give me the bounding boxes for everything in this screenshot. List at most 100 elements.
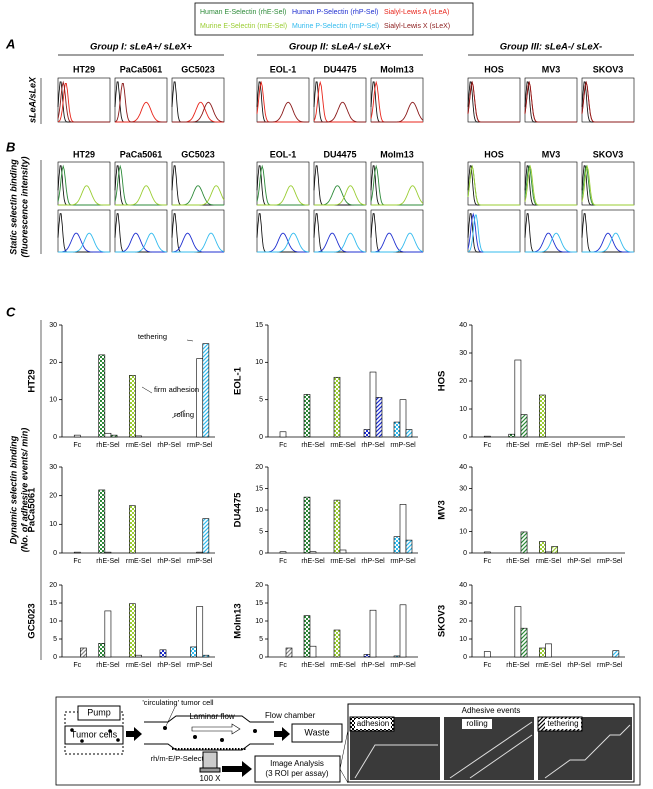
y-tick-label: 20 xyxy=(459,618,467,625)
bar xyxy=(520,414,528,438)
bar xyxy=(514,606,522,658)
bar xyxy=(73,551,81,554)
panel-letter: A xyxy=(5,36,15,51)
x-tick-label: Fc xyxy=(73,558,81,565)
bar xyxy=(279,551,287,554)
legend-entry: Sialyl-Lewis A (sLeA) xyxy=(384,9,449,16)
microscope xyxy=(202,751,218,769)
bar xyxy=(405,539,413,554)
x-tick-label: rhP-Sel xyxy=(361,442,385,449)
cell-line-title: SKOV3 xyxy=(593,64,624,74)
row-label: Static selectin binding xyxy=(8,159,18,255)
x-tick-label: rmP-Sel xyxy=(597,442,623,449)
histogram-panel xyxy=(57,209,111,253)
cell-line-title: HOS xyxy=(484,149,504,159)
histogram-panel xyxy=(171,77,225,123)
histogram-curve xyxy=(581,80,634,123)
annotation-leader xyxy=(186,339,194,342)
x-tick-label: Fc xyxy=(483,662,491,669)
x-tick-label: rhP-Sel xyxy=(567,558,591,565)
histogram-panel xyxy=(114,77,168,123)
cell xyxy=(220,738,224,742)
histogram-curve xyxy=(524,164,577,206)
y-tick-label: 0 xyxy=(259,550,263,557)
x-tick-label: rhE-Sel xyxy=(96,558,120,565)
bar xyxy=(104,610,112,658)
histogram-panel xyxy=(370,77,424,123)
laminar-flow-label: Laminar flow xyxy=(189,712,235,721)
bar xyxy=(104,432,112,438)
histogram-curve xyxy=(58,232,110,253)
y-tick-label: 5 xyxy=(259,528,263,535)
histogram-curve xyxy=(115,232,167,253)
arrow xyxy=(126,727,142,741)
bar xyxy=(129,505,136,554)
bar xyxy=(135,654,142,658)
bar xyxy=(202,343,210,438)
x-tick-label: rhE-Sel xyxy=(301,662,325,669)
track xyxy=(449,721,533,779)
pump-box xyxy=(77,705,121,721)
cell-line-title: SKOV3 xyxy=(593,149,624,159)
annotation: tethering xyxy=(138,332,167,341)
bar xyxy=(339,549,347,554)
y-tick-label: 20 xyxy=(255,464,263,471)
bar xyxy=(196,551,204,554)
histogram-panel xyxy=(313,161,367,206)
histogram-curve xyxy=(257,101,309,123)
bar xyxy=(159,649,167,658)
bar xyxy=(369,609,377,658)
y-tick-label: 20 xyxy=(459,507,467,514)
x-tick-label: rmE-Sel xyxy=(330,558,356,565)
y-tick-label: 0 xyxy=(53,434,57,441)
arrow xyxy=(222,761,252,777)
histogram-panel xyxy=(581,209,635,253)
bar xyxy=(190,646,197,658)
y-tick-label: 30 xyxy=(459,485,467,492)
x-tick-label: rmP-Sel xyxy=(390,442,416,449)
zoom-lines xyxy=(339,729,349,784)
histogram-curve xyxy=(467,80,520,123)
histogram-panel xyxy=(313,209,367,253)
x-tick-label: rhP-Sel xyxy=(157,442,181,449)
chart-title: GC5023 xyxy=(27,603,38,638)
x-tick-label: rhP-Sel xyxy=(567,662,591,669)
cell-line-title: EOL-1 xyxy=(270,149,297,159)
y-tick-label: 10 xyxy=(49,521,57,528)
x-tick-label: Fc xyxy=(73,442,81,449)
chart-title: Molm13 xyxy=(233,603,244,638)
x-tick-label: rhE-Sel xyxy=(96,662,120,669)
tumor-cells-label: Tumor cells xyxy=(71,729,118,739)
y-tick-label: 0 xyxy=(463,654,467,661)
x-tick-label: rmP-Sel xyxy=(390,558,416,565)
chart-title: SKOV3 xyxy=(437,605,448,637)
bar xyxy=(279,431,287,438)
chart-title: PaCa5061 xyxy=(27,487,38,533)
histogram-curve xyxy=(114,164,167,206)
histogram-curve xyxy=(314,232,366,253)
x-tick-label: rhP-Sel xyxy=(361,662,385,669)
histogram-panel xyxy=(256,161,310,206)
y-tick-label: 10 xyxy=(49,397,57,404)
bar xyxy=(483,435,491,438)
bar xyxy=(483,551,491,554)
histogram-curve xyxy=(115,232,167,253)
x-tick-label: rhE-Sel xyxy=(506,662,530,669)
histogram-curve xyxy=(172,232,225,253)
y-tick-label: 0 xyxy=(53,654,57,661)
bar xyxy=(369,371,377,438)
selectin-label: rh/m-E/P-Selectin xyxy=(151,754,210,763)
y-tick-label: 15 xyxy=(255,485,263,492)
y-tick-label: 30 xyxy=(459,350,467,357)
cell-line-title: HT29 xyxy=(73,64,95,74)
bar xyxy=(129,603,136,658)
y-tick-label: 15 xyxy=(49,600,57,607)
y-tick-label: 20 xyxy=(255,582,263,589)
bar xyxy=(73,434,81,438)
bar xyxy=(393,421,401,438)
histogram-panel xyxy=(256,77,310,123)
x-tick-label: rmE-Sel xyxy=(126,558,152,565)
bar xyxy=(483,651,491,658)
cell-line-title: DU4475 xyxy=(323,64,356,74)
